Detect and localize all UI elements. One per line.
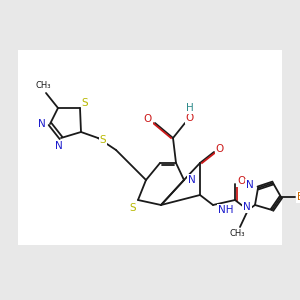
Text: S: S	[130, 203, 136, 213]
Text: NH: NH	[218, 205, 233, 215]
Text: N: N	[38, 119, 46, 129]
Text: Br: Br	[297, 192, 300, 202]
Text: N: N	[243, 202, 251, 212]
Text: CH₃: CH₃	[35, 80, 51, 89]
Text: N: N	[246, 180, 254, 190]
Text: H: H	[186, 103, 194, 113]
Text: O: O	[216, 144, 224, 154]
Text: S: S	[82, 98, 88, 108]
Text: S: S	[100, 135, 106, 145]
Text: O: O	[144, 114, 152, 124]
Text: O: O	[186, 113, 194, 123]
Text: CH₃: CH₃	[229, 230, 245, 238]
Bar	[18, 45, 282, 245]
Text: O: O	[237, 176, 245, 186]
Text: N: N	[188, 175, 196, 185]
Text: N: N	[55, 141, 63, 151]
